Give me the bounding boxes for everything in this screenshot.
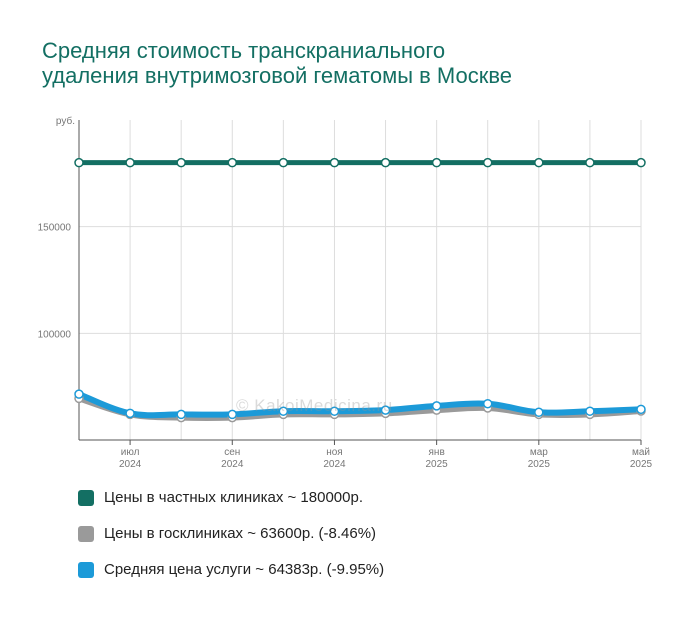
x-tick-label-year: 2025 xyxy=(426,459,449,470)
data-point-private xyxy=(380,157,391,168)
data-point-average xyxy=(74,389,84,399)
data-point-private xyxy=(176,157,186,168)
data-point-private xyxy=(534,157,544,168)
x-tick-label-month: сен xyxy=(224,447,240,458)
legend-label-average: Средняя цена услуги ~ 64383р. (-9.95%) xyxy=(104,561,385,578)
data-point-private xyxy=(482,157,493,168)
data-point-average xyxy=(585,406,595,416)
data-point-private xyxy=(125,157,135,168)
watermark: © KakoiMedicina.ru xyxy=(236,396,393,415)
legend-swatch-private xyxy=(78,490,94,506)
x-tick-label-year: 2025 xyxy=(528,459,551,470)
x-tick-label-month: мар xyxy=(530,447,548,458)
x-tick-label-year: 2024 xyxy=(221,459,244,470)
data-point-private xyxy=(74,157,84,168)
data-point-average xyxy=(636,404,646,415)
data-point-private xyxy=(227,157,238,168)
x-tick-label-year: 2024 xyxy=(119,459,142,470)
y-axis-unit: руб. xyxy=(56,115,75,127)
legend-swatch-average xyxy=(78,562,94,578)
data-point-average xyxy=(176,409,186,420)
y-tick-label: 150000 xyxy=(38,223,72,234)
data-point-average xyxy=(227,409,238,420)
data-point-private xyxy=(636,157,646,168)
x-tick-label-year: 2024 xyxy=(323,459,346,470)
chart-title: Средняя стоимость транскраниального удал… xyxy=(42,38,642,88)
chart-title-line-2: удаления внутримозговой гематомы в Москв… xyxy=(42,63,513,88)
x-tick-label-year: 2025 xyxy=(630,459,653,470)
legend-label-private: Цены в частных клиниках ~ 180000р. xyxy=(104,489,363,506)
data-point-average xyxy=(380,405,391,415)
data-point-private xyxy=(585,157,595,168)
legend-label-public: Цены в госклиниках ~ 63600р. (-8.46%) xyxy=(104,525,377,542)
x-tick-label-month: ноя xyxy=(326,447,343,458)
y-tick-label: 100000 xyxy=(38,329,72,340)
data-point-average xyxy=(278,406,289,416)
data-point-average xyxy=(431,401,442,411)
chart-title-line-1: Средняя стоимость транскраниального xyxy=(42,38,446,63)
x-tick-label-month: май xyxy=(632,447,650,458)
x-tick-label-month: июл xyxy=(121,447,140,458)
data-point-average xyxy=(329,406,340,416)
data-point-private xyxy=(329,157,340,168)
legend-swatch-public xyxy=(78,526,94,542)
data-point-average xyxy=(482,398,493,409)
x-tick-label-month: янв xyxy=(429,447,445,458)
data-point-average xyxy=(125,408,135,419)
data-point-private xyxy=(278,157,289,168)
data-point-private xyxy=(431,157,442,168)
data-point-average xyxy=(534,407,544,418)
